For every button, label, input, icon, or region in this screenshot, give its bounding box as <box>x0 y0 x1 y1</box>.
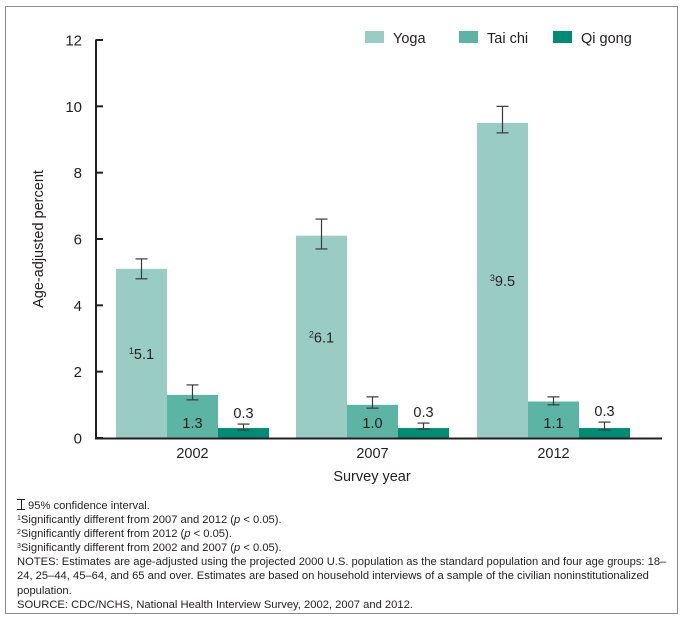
data-label: 15.1 <box>129 346 154 363</box>
bar-qi-gong-2007 <box>398 428 449 438</box>
y-tick-label: 2 <box>74 364 82 381</box>
data-label: 1.3 <box>182 416 202 432</box>
data-label: 0.3 <box>233 406 253 422</box>
footnote-2: 2Significantly different from 2012 (p < … <box>17 527 677 541</box>
y-axis-title: Age-adjusted percent <box>31 170 47 308</box>
error-bars-group <box>135 105 611 431</box>
error-bar-qi-gong-2012 <box>598 421 611 431</box>
footnote-text: < 0.05). <box>240 542 282 555</box>
bar-tai-chi-2007 <box>347 404 398 438</box>
error-bar-tai-chi-2002 <box>186 384 199 401</box>
y-tick-label: 4 <box>74 298 82 315</box>
legend-label: Tai chi <box>487 31 528 47</box>
legend-item-qi-gong: Qi gong <box>553 31 632 47</box>
y-tick-label: 12 <box>65 33 82 50</box>
data-label: 0.3 <box>413 405 433 421</box>
ci-legend-text: 95% confidence interval. <box>28 500 150 512</box>
bar-qi-gong-2012 <box>579 428 630 438</box>
source-text: SOURCE: CDC/NCHS, National Health Interv… <box>17 598 413 611</box>
footnote-text: < 0.05). <box>190 528 232 541</box>
bar-qi-gong-2002 <box>218 428 269 438</box>
bar-yoga-2007 <box>296 235 347 438</box>
data-label: 1.0 <box>362 416 382 432</box>
footnote-text: < 0.05). <box>240 514 282 527</box>
data-label-superscript: 3 <box>490 273 495 283</box>
x-axis-title: Survey year <box>333 469 411 485</box>
data-label: 39.5 <box>490 273 515 290</box>
p-symbol: p <box>234 514 241 527</box>
footnote-text: Significantly different from 2002 and 20… <box>20 542 235 555</box>
error-bar-tai-chi-2012 <box>547 396 560 406</box>
error-bar-tai-chi-2007 <box>366 396 379 409</box>
ci-legend: 95% confidence interval. <box>17 499 677 513</box>
data-label: 1.1 <box>543 416 563 432</box>
legend-swatch <box>365 31 384 43</box>
x-axis: 2002 2007 2012 <box>95 437 662 462</box>
y-tick-label: 0 <box>74 431 82 448</box>
bar-tai-chi-2012 <box>528 401 579 438</box>
y-tick-label: 8 <box>74 165 82 182</box>
bars-group <box>116 122 630 439</box>
x-tick-label: 2002 <box>176 446 208 462</box>
y-axis: 0 2 4 6 8 10 12 <box>65 33 103 448</box>
legend-item-tai-chi: Tai chi <box>459 31 528 47</box>
footnote-text: Significantly different from 2012 ( <box>20 528 185 541</box>
bar-tai-chi-2002 <box>167 394 218 438</box>
legend-swatch <box>459 31 478 43</box>
legend-label: Yoga <box>393 31 426 47</box>
p-symbol: p <box>234 542 241 555</box>
data-label: 0.3 <box>594 404 614 420</box>
x-tick-label: 2012 <box>537 446 569 462</box>
error-bar-yoga-2012 <box>496 105 509 134</box>
x-tick-label: 2007 <box>356 446 388 462</box>
error-bar-qi-gong-2002 <box>237 423 250 431</box>
legend-label: Qi gong <box>581 31 632 47</box>
data-label-value: 9.5 <box>495 274 515 290</box>
data-label-value: 5.1 <box>134 347 154 363</box>
data-label-superscript: 2 <box>309 329 314 339</box>
footnote-1: 1Significantly different from 2007 and 2… <box>17 513 677 527</box>
error-bar-yoga-2002 <box>135 258 148 280</box>
footnote-3: 3Significantly different from 2002 and 2… <box>17 541 677 555</box>
y-tick-label: 10 <box>65 99 82 116</box>
footnote-marker: 1 <box>17 515 21 523</box>
error-bar-icon <box>17 499 25 510</box>
footnote-marker: 2 <box>17 529 21 537</box>
footnote-text: Significantly different from 2007 and 20… <box>20 514 235 527</box>
error-bar-yoga-2007 <box>315 218 328 250</box>
p-symbol: p <box>184 528 191 541</box>
footnotes: 95% confidence interval. 1Significantly … <box>17 499 677 612</box>
legend-item-yoga: Yoga <box>365 31 426 47</box>
notes-text: NOTES: Estimates are age-adjusted using … <box>17 556 667 597</box>
error-bar-qi-gong-2007 <box>417 422 430 430</box>
footnote-marker: 3 <box>17 543 21 551</box>
data-label-superscript: 1 <box>129 346 134 356</box>
y-tick-label: 6 <box>74 232 82 249</box>
bar-yoga-2012 <box>477 122 528 439</box>
bar-yoga-2002 <box>116 268 167 438</box>
data-labels-group: 15.1 1.3 0.3 26.1 1.0 0.3 39.5 1.1 0.3 <box>129 273 615 432</box>
data-label-value: 6.1 <box>314 330 334 346</box>
data-label: 26.1 <box>309 329 334 346</box>
legend: Yoga Tai chi Qi gong <box>365 31 632 47</box>
legend-swatch <box>553 31 572 43</box>
